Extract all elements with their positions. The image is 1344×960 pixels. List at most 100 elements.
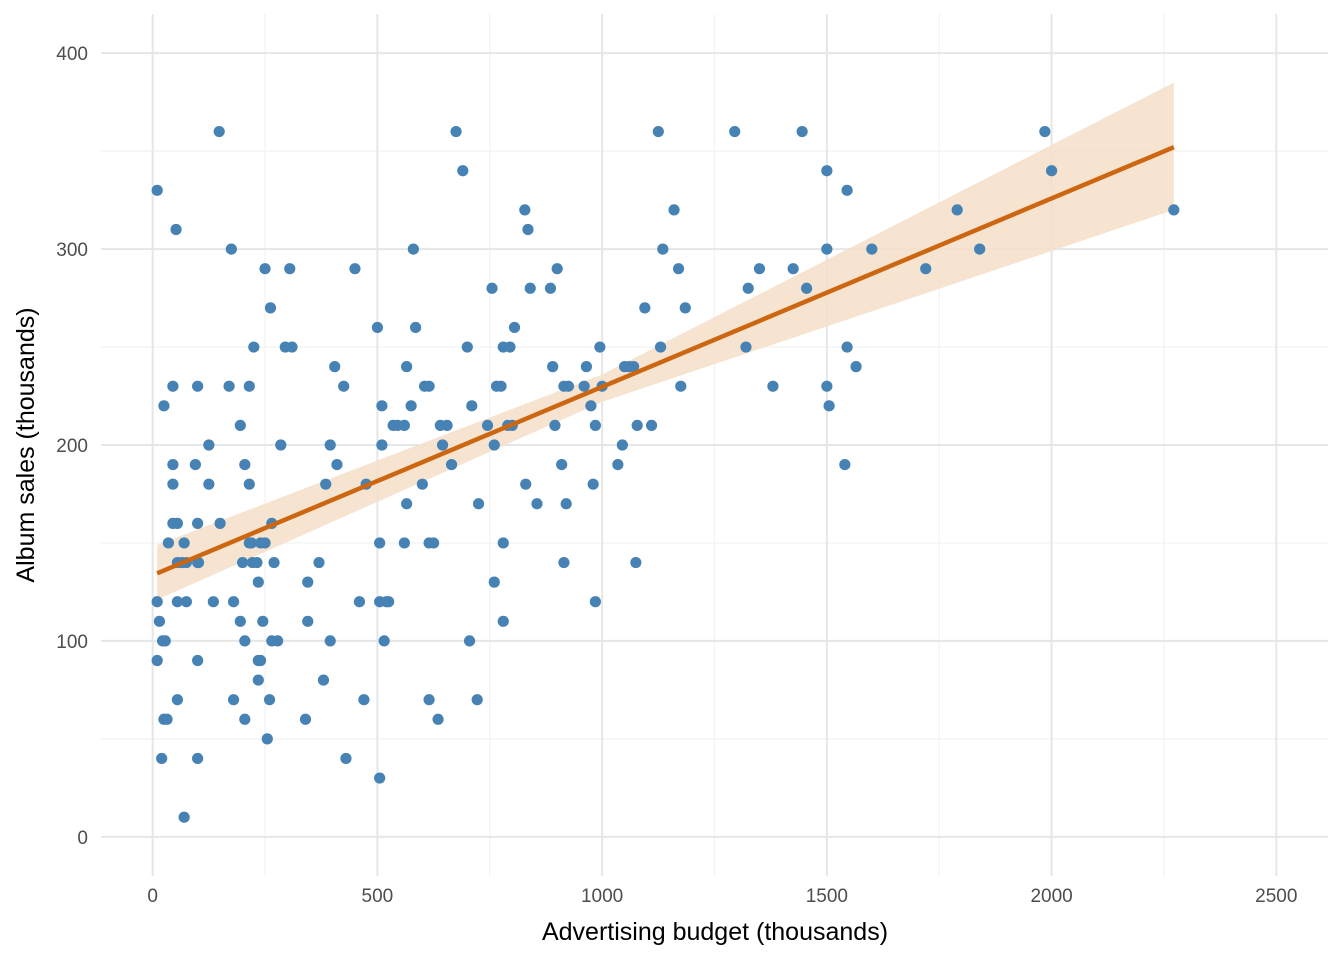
- data-point: [213, 125, 225, 138]
- data-point: [675, 380, 687, 392]
- data-point: [589, 419, 601, 432]
- data-point: [254, 654, 267, 667]
- data-point: [441, 419, 453, 432]
- y-tick-label: 400: [56, 44, 88, 65]
- y-axis-title: Album sales (thousands): [12, 307, 40, 582]
- data-point: [378, 635, 390, 647]
- data-point: [153, 615, 166, 627]
- data-point: [627, 361, 640, 373]
- data-point: [423, 380, 435, 392]
- data-point: [580, 361, 593, 373]
- data-point: [841, 341, 853, 353]
- data-point: [466, 400, 478, 412]
- data-point: [587, 478, 599, 490]
- data-point: [167, 380, 179, 392]
- data-point: [178, 811, 190, 823]
- data-point: [252, 674, 264, 686]
- major-gridlines: [101, 14, 1328, 876]
- data-point: [508, 321, 521, 334]
- data-point: [236, 556, 249, 569]
- data-point: [223, 380, 235, 392]
- data-point: [151, 596, 163, 608]
- data-point: [192, 752, 204, 765]
- data-point: [302, 576, 314, 588]
- data-point: [556, 458, 568, 471]
- data-point: [416, 478, 428, 490]
- data-point: [239, 713, 251, 725]
- data-point: [203, 439, 215, 451]
- data-point: [302, 615, 314, 627]
- data-point: [259, 537, 271, 549]
- data-point: [504, 341, 516, 353]
- data-point: [562, 380, 575, 392]
- data-point: [171, 694, 184, 706]
- data-point: [657, 243, 669, 255]
- data-point: [192, 517, 204, 529]
- data-point: [371, 321, 384, 334]
- data-point: [645, 419, 658, 432]
- data-point: [585, 400, 597, 412]
- data-point: [259, 263, 271, 275]
- data-point: [313, 556, 325, 569]
- data-point: [497, 537, 509, 549]
- data-point: [234, 615, 246, 627]
- data-point: [317, 674, 330, 686]
- data-point: [589, 596, 601, 608]
- data-point: [461, 341, 473, 353]
- data-point: [951, 204, 963, 216]
- data-point: [654, 341, 667, 353]
- data-point: [742, 282, 754, 294]
- data-point: [192, 380, 204, 392]
- data-point: [432, 713, 444, 725]
- data-point: [401, 498, 413, 510]
- data-point: [407, 243, 419, 255]
- data-point: [245, 537, 258, 549]
- data-point: [578, 380, 590, 392]
- data-point: [243, 380, 255, 392]
- data-point: [472, 498, 485, 510]
- data-point: [162, 537, 175, 549]
- data-point: [841, 184, 853, 196]
- data-point: [531, 498, 543, 510]
- data-point: [207, 596, 219, 608]
- data-point: [227, 596, 240, 608]
- data-point: [239, 458, 251, 471]
- y-tick-label: 200: [56, 436, 88, 457]
- data-point: [275, 439, 287, 451]
- y-axis-tick-labels: 0 100 200 300 400: [56, 44, 88, 849]
- data-point: [234, 419, 246, 432]
- x-tick-label: 0: [147, 886, 158, 907]
- data-point: [299, 713, 312, 725]
- data-point: [520, 478, 532, 490]
- data-point: [248, 341, 260, 353]
- data-point: [1045, 165, 1058, 177]
- data-point: [374, 537, 386, 549]
- data-point: [353, 596, 366, 608]
- data-point: [358, 694, 370, 706]
- data-point: [866, 243, 878, 255]
- data-point: [252, 576, 264, 588]
- data-point: [227, 694, 240, 706]
- data-point: [427, 537, 440, 549]
- data-point: [405, 400, 417, 412]
- data-point: [796, 125, 808, 138]
- data-point: [497, 615, 509, 627]
- data-point: [436, 439, 449, 451]
- data-point: [974, 243, 986, 255]
- data-point: [398, 419, 410, 432]
- data-point: [170, 223, 182, 236]
- data-point: [612, 458, 624, 471]
- x-axis-title: Advertising budget (thousands): [542, 918, 888, 946]
- data-point: [324, 635, 336, 647]
- data-point: [679, 302, 691, 314]
- confidence-band: [157, 82, 1174, 600]
- data-point: [251, 556, 263, 569]
- data-point: [178, 537, 190, 549]
- data-point: [239, 635, 251, 647]
- data-point: [159, 635, 171, 647]
- data-point: [801, 282, 813, 294]
- data-point: [551, 263, 563, 275]
- data-point: [286, 341, 298, 353]
- data-point: [471, 694, 483, 706]
